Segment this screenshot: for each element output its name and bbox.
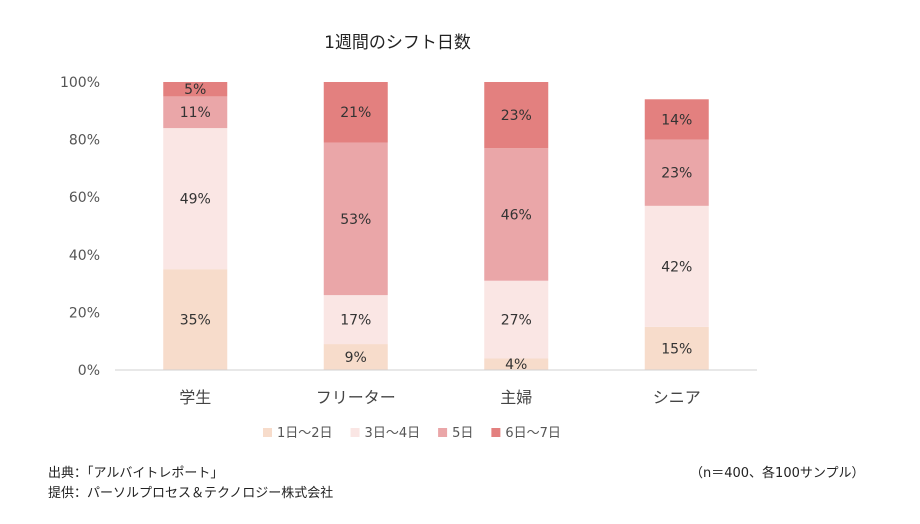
bar-segment <box>163 269 228 370</box>
bar-segment <box>323 82 388 143</box>
legend-label: 1日～2日 <box>277 426 333 441</box>
data-label: 46% <box>501 207 532 223</box>
bar-segment <box>484 280 549 359</box>
bar-segment <box>484 358 549 370</box>
data-label: 27% <box>501 313 532 329</box>
x-tick-label: シニア <box>653 388 701 407</box>
y-tick-label: 100% <box>60 75 100 91</box>
bar-segment <box>484 148 549 281</box>
bar-segment <box>484 82 549 149</box>
x-tick-label: フリーター <box>316 388 396 407</box>
data-label: 23% <box>661 166 692 182</box>
bar-segment <box>323 295 388 345</box>
y-tick-label: 80% <box>69 133 100 149</box>
bar-segment <box>644 99 709 140</box>
x-tick-label: 学生 <box>179 388 211 407</box>
data-label: 9% <box>345 350 367 366</box>
bar-segment <box>323 344 388 370</box>
data-label: 15% <box>661 341 692 357</box>
legend-swatch <box>491 428 501 437</box>
data-label: 17% <box>340 313 371 329</box>
x-tick-label: 主婦 <box>500 388 532 407</box>
bar-segment <box>323 142 388 296</box>
bar-segment <box>163 128 228 270</box>
bar-segment <box>644 326 709 370</box>
data-label: 4% <box>505 357 527 373</box>
provider-note: 提供：パーソルプロセス＆テクノロジー株式会社 <box>48 486 334 501</box>
data-label: 35% <box>180 313 211 329</box>
bar-segment <box>644 139 709 206</box>
data-label: 23% <box>501 108 532 124</box>
bar-segment <box>163 82 228 97</box>
data-label: 21% <box>340 105 371 121</box>
y-tick-label: 60% <box>69 190 100 206</box>
data-label: 49% <box>180 192 211 208</box>
legend-swatch <box>263 428 272 437</box>
legend-swatch <box>350 428 360 437</box>
bar-segment <box>644 205 709 327</box>
legend-label: 3日～4日 <box>365 426 421 441</box>
y-tick-label: 20% <box>69 305 100 321</box>
data-label: 42% <box>661 259 692 275</box>
data-label: 11% <box>180 105 211 121</box>
legend-swatch <box>438 428 448 437</box>
y-tick-label: 0% <box>78 363 100 379</box>
legend-label: 5日 <box>452 426 473 441</box>
legend-label: 6日～7日 <box>505 426 561 441</box>
source-note: 出典：「アルバイトレポート」 <box>48 466 224 481</box>
chart-title: 1週間のシフト日数 <box>324 33 471 53</box>
data-label: 53% <box>340 212 371 228</box>
y-tick-label: 40% <box>69 248 100 264</box>
data-label: 14% <box>661 112 692 128</box>
sample-size-note: （n＝400、各100サンプル） <box>690 466 865 481</box>
bar-segment <box>163 96 228 129</box>
data-label: 5% <box>184 82 206 98</box>
